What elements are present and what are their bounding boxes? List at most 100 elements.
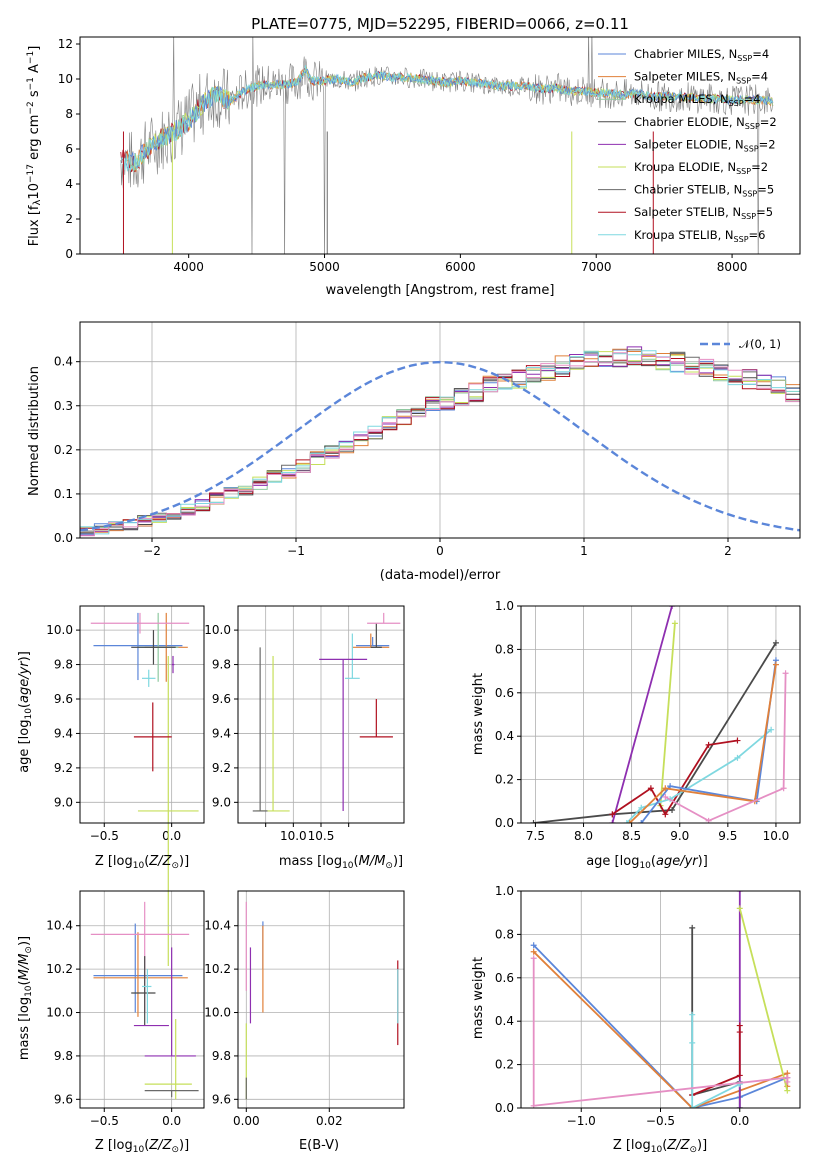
legend-sub: SSP bbox=[737, 54, 752, 63]
mass-vs-ebv-panel: 0.00 0.02 9.6 9.8 10.0 10.2 10.4 bbox=[204, 890, 405, 1128]
age-mass-ytick-label: 9.8 bbox=[212, 658, 231, 672]
legend-sub: SSP bbox=[742, 190, 757, 199]
spectrum-frame bbox=[79, 36, 801, 255]
series-line bbox=[533, 642, 777, 823]
series-marker bbox=[736, 1072, 743, 1079]
mass-z-ytick-label: 9.8 bbox=[54, 1049, 73, 1063]
mw-z-ytick-label: 0.0 bbox=[495, 1101, 514, 1115]
mw-age-frame bbox=[520, 605, 801, 824]
series-marker bbox=[689, 1011, 696, 1018]
mass-z-frame bbox=[79, 890, 205, 1109]
age-mass-ytick-label: 10.0 bbox=[204, 623, 231, 637]
age-z-ytick-label: 10.0 bbox=[46, 623, 73, 637]
series-marker bbox=[623, 820, 630, 823]
series-marker bbox=[662, 811, 669, 818]
spectrum-ytick-label: 10 bbox=[58, 72, 73, 86]
series-marker bbox=[609, 820, 616, 823]
series-marker bbox=[736, 1022, 743, 1029]
residual-histogram-panel: −2 −1 0 1 2 0.0 0.1 0.2 0.3 0.4 𝒩(0, 1) bbox=[54, 321, 801, 558]
mw-age-xtick-label: 10.0 bbox=[763, 829, 790, 843]
legend-count: =4 bbox=[744, 92, 761, 106]
spectrum-ytick-label: 8 bbox=[65, 107, 73, 121]
histogram-step-line bbox=[80, 351, 800, 531]
spectrum-panel: 4000 5000 6000 7000 8000 0 2 4 6 8 10 12 Chabrier MI… bbox=[58, 36, 801, 274]
age-z-ytick-label: 9.4 bbox=[54, 726, 73, 740]
series-marker bbox=[669, 606, 676, 609]
age-z-ytick-label: 9.2 bbox=[54, 761, 73, 775]
legend-count: =6 bbox=[749, 228, 766, 242]
mw-z-ytick-label: 1.0 bbox=[495, 884, 514, 898]
mass-ebv-ytick-label: 10.0 bbox=[204, 1006, 231, 1020]
mw-age-ytick-label: 1.0 bbox=[495, 599, 514, 613]
legend-label: Kroupa MILES, NSSP=4 bbox=[634, 92, 760, 108]
mw-age-ytick-label: 0.0 bbox=[495, 816, 514, 830]
mass-ebv-ytick-label: 10.2 bbox=[204, 962, 231, 976]
mass-vs-metallicity-panel: −0.5 0.0 9.6 9.8 10.0 10.2 10.4 bbox=[46, 890, 205, 1128]
series-line bbox=[659, 623, 676, 806]
model-spectrum-line bbox=[120, 65, 774, 173]
spectrum-xtick-label: 5000 bbox=[309, 260, 340, 274]
series-marker bbox=[689, 1105, 696, 1108]
mw-z-xtick-label: 0.0 bbox=[730, 1114, 749, 1128]
series-marker bbox=[530, 948, 537, 955]
histogram-xtick-label: −2 bbox=[143, 544, 161, 558]
mw-age-lines bbox=[530, 606, 789, 823]
mass-ebv-frame bbox=[237, 890, 405, 1109]
legend-sub: SSP bbox=[729, 99, 744, 108]
mass-z-ytick-label: 10.0 bbox=[46, 1006, 73, 1020]
spectrum-ytick-label: 0 bbox=[65, 247, 73, 261]
massweight-vs-metallicity-panel: −1.0 −0.5 0.0 0.0 0.2 0.4 0.6 0.8 1.0 bbox=[495, 884, 801, 1128]
histogram-step-line bbox=[80, 352, 800, 537]
age-mass-ytick-label: 9.0 bbox=[212, 795, 231, 809]
spectrum-ytick-label: 2 bbox=[65, 212, 73, 226]
mw-age-ytick-label: 0.2 bbox=[495, 773, 514, 787]
massweight-age-xlabel: age [log10(age/yr)] bbox=[586, 854, 708, 871]
series-marker bbox=[772, 661, 779, 668]
series-line bbox=[664, 673, 787, 822]
mw-z-xtick-label: −1.0 bbox=[567, 1114, 596, 1128]
legend-sub: SSP bbox=[736, 167, 751, 176]
mw-age-ytick-label: 0.6 bbox=[495, 686, 514, 700]
series-marker bbox=[530, 955, 537, 962]
age-metallicity-ylabel: age [log10(age/yr)] bbox=[17, 651, 34, 773]
series-marker bbox=[638, 804, 645, 811]
ebv-xlabel: E(B-V) bbox=[299, 1138, 339, 1153]
series-marker bbox=[768, 726, 775, 733]
mass-z-ytick-label: 9.6 bbox=[54, 1092, 73, 1106]
age-z-ytick-label: 9.6 bbox=[54, 692, 73, 706]
massweight-metallicity-ylabel: mass weight bbox=[471, 957, 486, 1039]
mw-age-ytick-label: 0.4 bbox=[495, 729, 514, 743]
observed-spectrum-line bbox=[120, 37, 774, 254]
mw-z-ytick-label: 0.4 bbox=[495, 1014, 514, 1028]
series-marker bbox=[669, 806, 676, 813]
legend-label: Chabrier MILES, NSSP=4 bbox=[634, 47, 769, 63]
series-line bbox=[738, 908, 789, 1091]
age-mass-ytick-label: 9.6 bbox=[212, 692, 231, 706]
series-line bbox=[629, 664, 777, 823]
histogram-ytick-label: 0.1 bbox=[54, 487, 73, 501]
histogram-ytick-label: 0.2 bbox=[54, 443, 73, 457]
spectrum-xtick-label: 8000 bbox=[717, 260, 748, 274]
series-line bbox=[691, 1014, 741, 1108]
series-marker bbox=[736, 1029, 743, 1036]
mw-z-ytick-label: 0.2 bbox=[495, 1058, 514, 1072]
series-marker bbox=[734, 754, 741, 761]
series-marker bbox=[609, 811, 616, 818]
histogram-xtick-label: 1 bbox=[580, 544, 588, 558]
series-marker bbox=[705, 741, 712, 748]
legend-sub: SSP bbox=[736, 77, 751, 86]
spectrum-xtick-label: 4000 bbox=[173, 260, 204, 274]
series-marker bbox=[780, 785, 787, 792]
histogram-step-line bbox=[80, 352, 800, 534]
histogram-xtick-label: 0 bbox=[436, 544, 444, 558]
age-vs-mass-panel: 10.0 10.59.09.29.49.69.810.0 bbox=[204, 605, 405, 843]
mass-ebv-ytick-label: 9.8 bbox=[212, 1049, 231, 1063]
spectrum-lines bbox=[120, 37, 774, 254]
legend-count: =2 bbox=[759, 137, 776, 151]
legend-label: Kroupa STELIB, NSSP=6 bbox=[634, 228, 765, 244]
legend-sub: SSP bbox=[745, 122, 760, 131]
massweight-age-ylabel: mass weight bbox=[471, 673, 486, 755]
massweight-metallicity-xlabel: Z [log10(Z/Z⊙)] bbox=[613, 1138, 707, 1155]
series-marker bbox=[784, 1087, 791, 1094]
mass-z-xtick-label: −0.5 bbox=[90, 1114, 119, 1128]
